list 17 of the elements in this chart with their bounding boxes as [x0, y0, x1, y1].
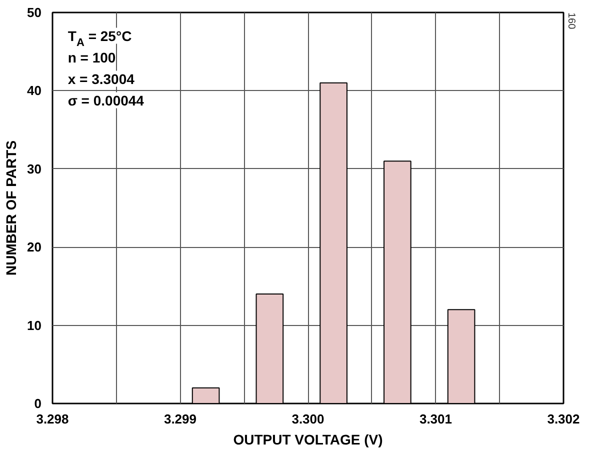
annotation: σ = 0.00044 — [68, 92, 144, 108]
x-axis-title: OUTPUT VOLTAGE (V) — [233, 432, 383, 448]
annotation: n = 100 — [68, 49, 116, 66]
y-tick-label: 30 — [27, 161, 42, 176]
x-tick-label: 3.300 — [292, 412, 324, 426]
x-tick-label: 3.302 — [547, 412, 580, 426]
x-tick-label: 3.301 — [419, 412, 452, 426]
x-tick-label: 3.299 — [164, 412, 197, 426]
y-tick-label: 50 — [27, 5, 42, 20]
y-tick-label: 0 — [34, 396, 42, 411]
y-tick-label: 40 — [27, 83, 42, 98]
x-tick-label: 3.298 — [36, 412, 69, 426]
y-axis-title: NUMBER OF PARTS — [3, 140, 20, 276]
y-tick-label: 20 — [27, 240, 42, 255]
y-tick-label: 10 — [27, 318, 42, 333]
text: 160 — [566, 12, 576, 30]
annotation: x = 3.3004 — [68, 70, 135, 87]
